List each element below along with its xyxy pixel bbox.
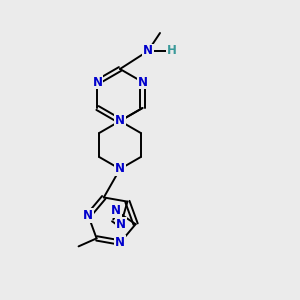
Text: N: N <box>115 163 125 176</box>
Text: N: N <box>116 218 126 231</box>
Text: N: N <box>143 44 153 58</box>
Text: N: N <box>115 115 125 128</box>
Text: H: H <box>167 44 177 58</box>
Text: N: N <box>92 76 103 88</box>
Text: N: N <box>92 76 103 88</box>
Text: N: N <box>115 163 125 176</box>
Text: N: N <box>83 209 93 222</box>
Text: N: N <box>137 76 148 88</box>
Text: N: N <box>115 115 125 128</box>
Text: N: N <box>111 204 121 217</box>
Text: H: H <box>167 44 177 58</box>
Text: N: N <box>115 236 125 249</box>
Text: N: N <box>143 44 153 58</box>
Text: N: N <box>137 76 148 88</box>
